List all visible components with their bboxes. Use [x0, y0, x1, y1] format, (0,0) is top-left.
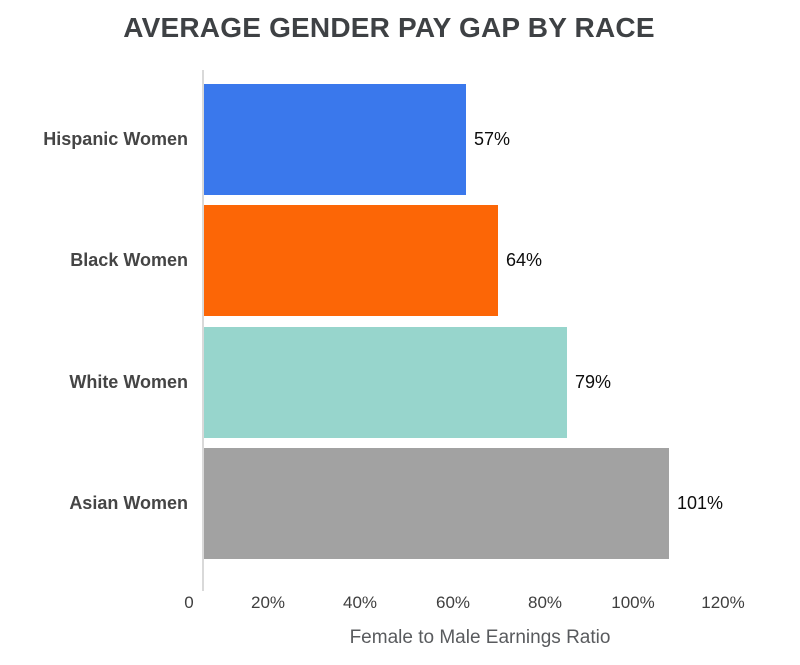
bar-white-women	[204, 327, 567, 438]
bar-hispanic-women	[204, 84, 466, 195]
value-label-asian-women: 101%	[677, 493, 724, 513]
x-tick-20: 20%	[250, 593, 286, 612]
value-label-black-women: 64%	[506, 250, 543, 270]
x-tick-60: 60%	[435, 593, 471, 612]
bar-asian-women	[204, 448, 669, 559]
value-label-hispanic-women: 57%	[474, 129, 511, 149]
category-label-white-women: White Women	[69, 372, 188, 392]
bar-row-white-women: White Women 79%	[0, 327, 800, 438]
x-tick-40: 40%	[342, 593, 378, 612]
value-label-white-women: 79%	[575, 372, 612, 392]
x-axis-title: Female to Male Earnings Ratio	[349, 627, 611, 648]
chart-title: AVERAGE GENDER PAY GAP BY RACE	[123, 12, 655, 43]
bar-black-women	[204, 205, 498, 316]
x-tick-120: 120%	[701, 593, 745, 612]
category-label-asian-women: Asian Women	[69, 493, 188, 513]
category-label-black-women: Black Women	[70, 250, 188, 270]
category-label-hispanic-women: Hispanic Women	[43, 129, 188, 149]
y-axis-line	[202, 70, 204, 591]
bar-row-asian-women: Asian Women 101%	[0, 448, 800, 559]
x-tick-0: 0	[184, 593, 194, 612]
bar-row-black-women: Black Women 64%	[0, 205, 800, 316]
bar-row-hispanic-women: Hispanic Women 57%	[0, 84, 800, 195]
x-tick-100: 100%	[611, 593, 655, 612]
x-tick-80: 80%	[527, 593, 563, 612]
